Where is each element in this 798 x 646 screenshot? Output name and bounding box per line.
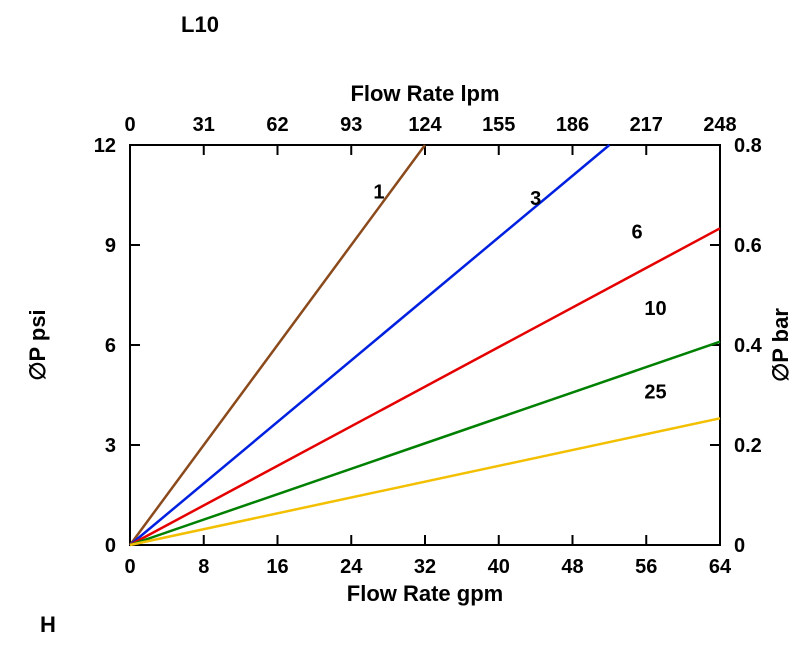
x-bottom-tick-label: 56 <box>635 556 657 578</box>
series-label-6: 6 <box>631 221 642 243</box>
y-right-tick-label: 0.4 <box>734 335 763 357</box>
series-label-10: 10 <box>644 298 666 320</box>
x-top-tick-label: 155 <box>482 114 515 136</box>
series-label-25: 25 <box>644 381 666 403</box>
corner-label: H <box>40 612 56 638</box>
chart-title: L10 <box>181 12 219 37</box>
chart-svg: 0816243240485664Flow Rate gpm036912∅P ps… <box>0 0 798 646</box>
x-bottom-axis-title: Flow Rate gpm <box>347 581 503 606</box>
series-line-10 <box>130 342 720 545</box>
x-bottom-tick-label: 48 <box>561 556 583 578</box>
x-bottom-tick-label: 24 <box>340 556 363 578</box>
y-right-tick-label: 0.2 <box>734 435 762 457</box>
series-label-3: 3 <box>530 188 541 210</box>
y-left-tick-label: 12 <box>94 135 116 157</box>
x-top-tick-label: 248 <box>703 114 736 136</box>
x-bottom-tick-label: 40 <box>488 556 510 578</box>
y-left-tick-label: 6 <box>105 335 116 357</box>
y-left-tick-label: 9 <box>105 235 116 257</box>
x-top-tick-label: 93 <box>340 114 362 136</box>
x-top-tick-label: 31 <box>193 114 215 136</box>
x-bottom-tick-label: 32 <box>414 556 436 578</box>
y-left-tick-label: 3 <box>105 435 116 457</box>
series-line-25 <box>130 418 720 545</box>
x-top-tick-label: 62 <box>266 114 288 136</box>
y-right-tick-label: 0 <box>734 535 745 557</box>
y-right-tick-label: 0.8 <box>734 135 762 157</box>
x-top-tick-label: 217 <box>630 114 663 136</box>
y-right-tick-label: 0.6 <box>734 235 762 257</box>
x-bottom-tick-label: 16 <box>266 556 288 578</box>
x-bottom-tick-label: 0 <box>124 556 135 578</box>
series-line-6 <box>130 228 720 545</box>
x-top-tick-label: 124 <box>408 114 442 136</box>
y-left-tick-label: 0 <box>105 535 116 557</box>
series-label-1: 1 <box>373 181 384 203</box>
y-left-axis-title: ∅P psi <box>25 309 50 380</box>
x-top-tick-label: 186 <box>556 114 589 136</box>
y-right-axis-title: ∅P bar <box>768 308 793 382</box>
x-top-tick-label: 0 <box>124 114 135 136</box>
x-bottom-tick-label: 8 <box>198 556 209 578</box>
chart-container: 0816243240485664Flow Rate gpm036912∅P ps… <box>0 0 798 646</box>
series-line-1 <box>130 145 425 545</box>
x-top-axis-title: Flow Rate lpm <box>350 81 499 106</box>
plot-border <box>130 145 720 545</box>
x-bottom-tick-label: 64 <box>709 556 732 578</box>
